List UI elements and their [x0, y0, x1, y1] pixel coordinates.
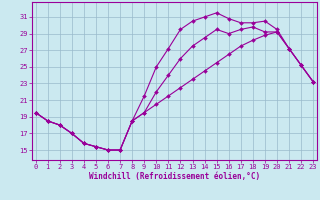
X-axis label: Windchill (Refroidissement éolien,°C): Windchill (Refroidissement éolien,°C)	[89, 172, 260, 181]
